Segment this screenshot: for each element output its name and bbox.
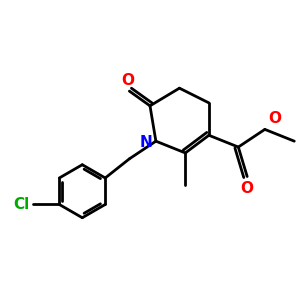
Text: Cl: Cl [14, 197, 30, 212]
Text: O: O [268, 111, 281, 126]
Text: N: N [140, 135, 152, 150]
Text: O: O [241, 181, 254, 196]
Text: O: O [122, 73, 134, 88]
